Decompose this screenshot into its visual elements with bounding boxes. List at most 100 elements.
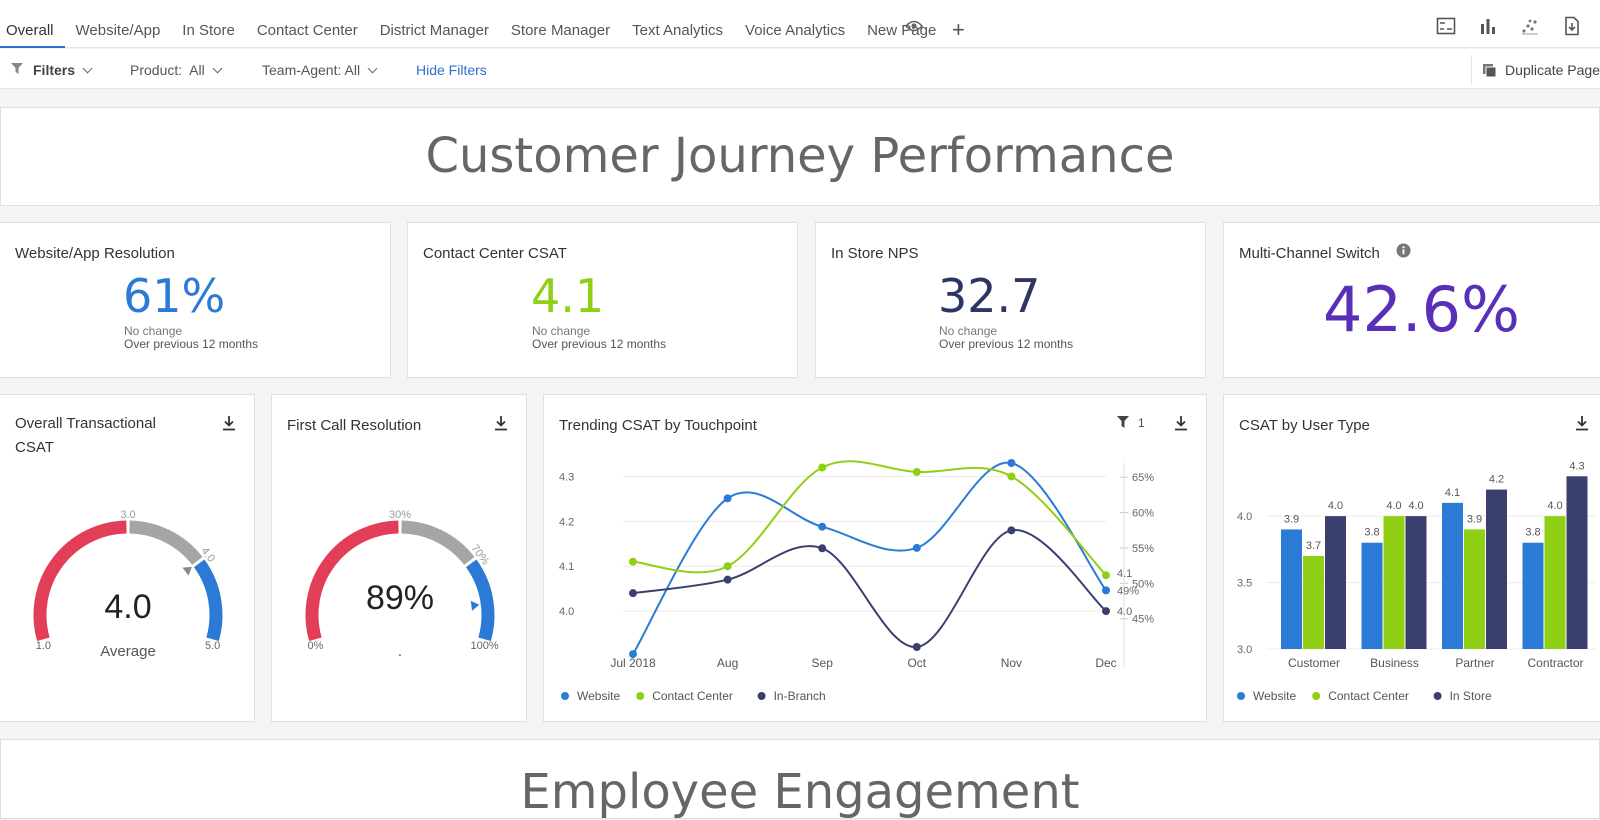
tab-voice-analytics[interactable]: Voice Analytics [745, 22, 846, 39]
tab-text-analytics[interactable]: Text Analytics [632, 22, 724, 39]
download-icon[interactable] [1174, 415, 1188, 431]
trend-chart-title: Trending CSAT by Touchpoint [559, 417, 757, 434]
kpi-card-contact-center-csat[interactable]: Contact Center CSAT 4.1 No change Over p… [407, 222, 798, 378]
bar-value-label: 3.9 [1467, 513, 1482, 525]
bar-website[interactable] [1361, 542, 1383, 649]
gauge-mark-label: 3.0 [120, 509, 135, 521]
trend-chart-card[interactable]: Trending CSAT by Touchpoint 1 4.0 4.1 4.2 4… [543, 394, 1207, 722]
kpi-change: No change [532, 324, 591, 338]
y-tick-label: 4.0 [559, 606, 574, 618]
gauge-chart: 30%70%0% 100%89%. [305, 509, 499, 660]
legend-label[interactable]: In Store [1450, 689, 1492, 703]
tab-new-page[interactable]: New Page [867, 22, 937, 39]
bar-value-label: 4.0 [1386, 500, 1401, 512]
x-tick-label: Oct [907, 656, 926, 670]
data-point-contact-center[interactable] [1102, 571, 1110, 580]
bar-contact-center[interactable] [1303, 556, 1324, 649]
team-filter-value: All [344, 62, 361, 78]
download-icon[interactable] [494, 415, 508, 431]
series-line-contact-center [632, 460, 1107, 576]
gauge-card-first-call-resolution[interactable]: First Call Resolution 30% 70% 0% 100% 89%. [271, 394, 527, 722]
gauge-segment-mid [129, 520, 203, 565]
data-point-in-branch[interactable] [1102, 607, 1110, 616]
hide-filters-link[interactable]: Hide Filters [416, 62, 487, 78]
section-title: Customer Journey Performance [425, 128, 1175, 184]
data-point-website[interactable] [818, 522, 827, 531]
filter-count: 1 [1138, 416, 1145, 430]
bar-in-store[interactable] [1325, 516, 1346, 649]
kpi-card-in-store-nps[interactable]: In Store NPS 32.7 No change Over previou… [815, 222, 1206, 378]
data-point-contact-center[interactable] [818, 463, 827, 472]
team-agent-filter[interactable]: Team-Agent: All [262, 62, 378, 78]
bar-website[interactable] [1442, 502, 1463, 649]
legend-label[interactable]: Contact Center [1328, 689, 1409, 703]
user-type-chart-title: CSAT by User Type [1239, 417, 1370, 434]
bar-website[interactable] [1281, 529, 1302, 649]
y-tick-label: 3.5 [1237, 578, 1252, 590]
scatter-icon[interactable] [1520, 16, 1540, 36]
kpi-value: 42.6% [1323, 273, 1520, 346]
download-icon[interactable] [1575, 415, 1589, 431]
download-icon[interactable] [222, 415, 236, 431]
data-point-in-branch[interactable] [1007, 526, 1016, 535]
tab-store-manager[interactable]: Store Manager [510, 22, 611, 39]
series-end-label: 4.0 [1117, 606, 1132, 618]
legend-label[interactable]: In-Branch [774, 689, 826, 703]
legend-label[interactable]: Contact Center [652, 689, 733, 703]
data-point-website[interactable] [1102, 586, 1110, 595]
bar-contact-center[interactable] [1464, 529, 1485, 649]
duplicate-page-button[interactable]: Duplicate Page [1471, 55, 1600, 85]
kpi-period: Over previous 12 months [532, 337, 667, 351]
eye-icon[interactable] [905, 20, 923, 32]
x-tick-label: Partner [1455, 656, 1494, 670]
series-line-website [632, 461, 1107, 655]
kpi-card-multi-channel-switch[interactable]: Multi-Channel Switch 42.6% [1223, 222, 1600, 378]
tab-in-store[interactable]: In Store [182, 22, 235, 39]
bar-in-store[interactable] [1566, 476, 1588, 649]
y2-tick-label: 50% [1132, 578, 1154, 590]
data-point-website[interactable] [1007, 459, 1016, 467]
bar-in-store[interactable] [1486, 489, 1507, 649]
bar-in-store[interactable] [1405, 516, 1427, 649]
kpi-card-website-resolution[interactable]: Website/App Resolution 61% No change Ove… [0, 222, 391, 378]
gauge-marker [470, 600, 480, 611]
layout-icon[interactable] [1436, 16, 1456, 36]
data-point-contact-center[interactable] [912, 467, 921, 476]
data-point-contact-center[interactable] [1007, 472, 1016, 481]
tab-overall[interactable]: Overall [0, 0, 65, 48]
bar-contact-center[interactable] [1544, 516, 1566, 649]
data-point-in-branch[interactable] [818, 544, 827, 553]
data-point-in-branch[interactable] [723, 575, 732, 584]
data-point-in-branch[interactable] [912, 643, 921, 651]
add-page-icon[interactable]: + [952, 17, 965, 42]
x-tick-label: Dec [1095, 656, 1116, 670]
bar-chart-icon[interactable] [1478, 16, 1498, 36]
bar-contact-center[interactable] [1383, 516, 1405, 649]
gauge-segment-low [305, 520, 399, 642]
user-type-chart-card[interactable]: CSAT by User Type 3.0 3.5 4.0 3.9 3.7 4.0 Cust… [1223, 394, 1600, 722]
info-icon[interactable] [1396, 243, 1411, 258]
y2-tick-label: 45% [1132, 614, 1154, 626]
gauge-segment-high [465, 559, 495, 642]
section-title: Employee Engagement [520, 764, 1080, 820]
filter-icon[interactable] [1117, 416, 1129, 428]
gauge-mark-label: 30% [389, 509, 411, 521]
data-point-contact-center[interactable] [723, 562, 732, 571]
filters-dropdown[interactable]: Filters [33, 62, 93, 78]
tab-contact-center[interactable]: Contact Center [256, 22, 358, 39]
tab-district-manager[interactable]: District Manager [379, 22, 489, 39]
data-point-in-branch[interactable] [629, 589, 637, 598]
data-point-website[interactable] [912, 543, 921, 552]
legend-label[interactable]: Website [577, 689, 620, 703]
bar-website[interactable] [1522, 542, 1544, 649]
tab-website-app[interactable]: Website/App [75, 22, 161, 39]
legend-label[interactable]: Website [1253, 689, 1296, 703]
export-icon[interactable] [1562, 16, 1582, 36]
series-line-in-branch [632, 529, 1107, 649]
gauge-card-transactional-csat[interactable]: Overall Transactional CSAT 3.0 4.0 1.0 5.0 4… [0, 394, 255, 722]
product-filter[interactable]: Product: All [130, 62, 223, 78]
data-point-website[interactable] [723, 494, 732, 503]
gauge-title: Overall Transactional CSAT [15, 412, 156, 460]
data-point-website[interactable] [629, 650, 637, 659]
data-point-contact-center[interactable] [629, 557, 637, 566]
